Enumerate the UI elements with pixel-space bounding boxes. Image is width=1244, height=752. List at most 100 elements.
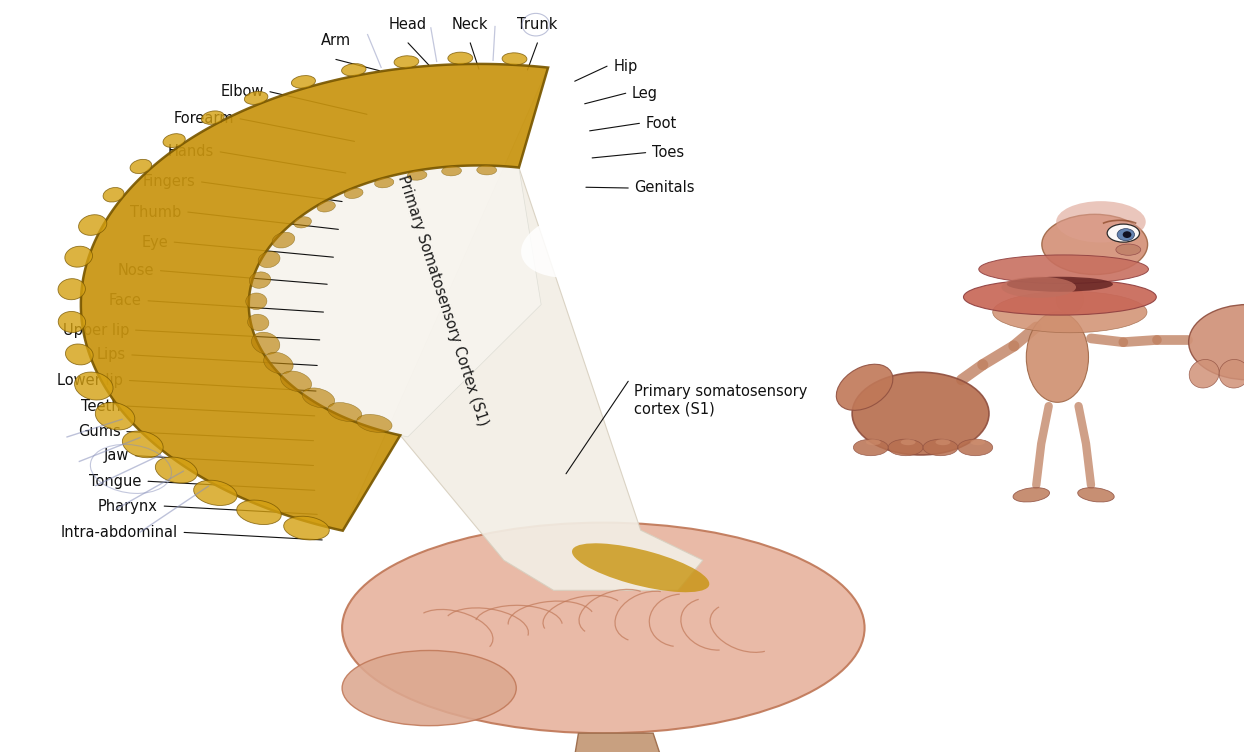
Ellipse shape	[236, 500, 281, 525]
Ellipse shape	[374, 177, 394, 188]
Ellipse shape	[503, 53, 527, 65]
Ellipse shape	[1107, 224, 1140, 242]
Text: Forearm: Forearm	[173, 111, 234, 126]
Ellipse shape	[65, 246, 92, 267]
Ellipse shape	[572, 543, 709, 593]
Text: Eye: Eye	[141, 235, 168, 250]
Ellipse shape	[202, 111, 224, 124]
Ellipse shape	[923, 439, 958, 456]
Text: Intra-abdominal: Intra-abdominal	[61, 525, 178, 540]
Ellipse shape	[1013, 487, 1050, 502]
Ellipse shape	[96, 402, 134, 430]
Text: Fingers: Fingers	[143, 174, 195, 190]
Ellipse shape	[264, 352, 294, 374]
Ellipse shape	[448, 52, 473, 64]
Ellipse shape	[327, 402, 362, 421]
Ellipse shape	[836, 364, 893, 411]
Ellipse shape	[342, 523, 865, 733]
Ellipse shape	[476, 165, 496, 175]
Text: Primary somatosensory
cortex (S1): Primary somatosensory cortex (S1)	[634, 384, 807, 417]
Polygon shape	[249, 165, 541, 437]
Ellipse shape	[1056, 201, 1146, 242]
Text: Gums: Gums	[78, 424, 121, 439]
Text: Head: Head	[389, 17, 427, 32]
Text: Nose: Nose	[118, 263, 154, 278]
Polygon shape	[343, 68, 703, 590]
Ellipse shape	[979, 255, 1148, 284]
Text: Genitals: Genitals	[634, 180, 695, 196]
Ellipse shape	[342, 650, 516, 726]
Ellipse shape	[394, 56, 419, 68]
Text: Foot: Foot	[646, 116, 677, 131]
Ellipse shape	[1116, 244, 1141, 256]
Ellipse shape	[342, 64, 366, 76]
Ellipse shape	[317, 201, 336, 212]
Text: Lower lip: Lower lip	[57, 373, 123, 388]
Text: Lips: Lips	[97, 347, 126, 362]
Ellipse shape	[1117, 229, 1135, 241]
Polygon shape	[566, 733, 678, 752]
Ellipse shape	[1077, 487, 1115, 502]
Ellipse shape	[1041, 214, 1147, 274]
Ellipse shape	[249, 272, 271, 288]
Ellipse shape	[1219, 359, 1244, 388]
Ellipse shape	[958, 439, 993, 456]
Ellipse shape	[258, 251, 280, 268]
Ellipse shape	[1026, 312, 1088, 402]
Ellipse shape	[407, 170, 427, 180]
Text: Arm: Arm	[321, 33, 351, 48]
Ellipse shape	[75, 372, 113, 400]
Text: Teeth: Teeth	[81, 399, 121, 414]
Ellipse shape	[852, 372, 989, 455]
Ellipse shape	[993, 292, 1147, 333]
Ellipse shape	[58, 311, 86, 332]
Text: Leg: Leg	[632, 86, 658, 101]
Text: Upper lip: Upper lip	[63, 323, 129, 338]
Ellipse shape	[284, 516, 330, 540]
Text: Thumb: Thumb	[131, 205, 182, 220]
Text: Jaw: Jaw	[104, 448, 129, 463]
Ellipse shape	[103, 187, 124, 202]
Ellipse shape	[251, 332, 280, 354]
Text: Elbow: Elbow	[220, 84, 264, 99]
Ellipse shape	[1001, 277, 1076, 298]
Ellipse shape	[970, 439, 985, 445]
Text: Tongue: Tongue	[90, 474, 142, 489]
Text: Primary Somatosensory Cortex (S1): Primary Somatosensory Cortex (S1)	[396, 174, 490, 428]
Ellipse shape	[194, 481, 238, 505]
Ellipse shape	[901, 439, 916, 445]
Ellipse shape	[345, 188, 363, 199]
Ellipse shape	[78, 215, 107, 235]
Ellipse shape	[156, 457, 198, 483]
Ellipse shape	[291, 75, 316, 88]
Ellipse shape	[58, 279, 86, 300]
Ellipse shape	[1056, 285, 1084, 314]
Text: Pharynx: Pharynx	[98, 499, 158, 514]
Ellipse shape	[888, 439, 923, 456]
Text: Face: Face	[109, 293, 142, 308]
Ellipse shape	[66, 344, 93, 365]
Ellipse shape	[272, 232, 295, 248]
Polygon shape	[81, 64, 549, 531]
Ellipse shape	[853, 439, 888, 456]
Ellipse shape	[442, 166, 462, 176]
Ellipse shape	[281, 371, 312, 392]
Ellipse shape	[1006, 277, 1113, 292]
Ellipse shape	[246, 293, 267, 310]
Ellipse shape	[521, 211, 636, 277]
Ellipse shape	[1122, 231, 1131, 238]
Ellipse shape	[294, 217, 311, 228]
Text: Hip: Hip	[613, 59, 637, 74]
Ellipse shape	[1189, 359, 1219, 388]
Text: Neck: Neck	[452, 17, 489, 32]
Ellipse shape	[244, 92, 267, 105]
Ellipse shape	[1188, 305, 1244, 380]
Text: Toes: Toes	[652, 145, 684, 160]
Ellipse shape	[302, 388, 335, 408]
Text: Hands: Hands	[168, 144, 214, 159]
Ellipse shape	[963, 279, 1156, 315]
Text: Trunk: Trunk	[518, 17, 557, 32]
Ellipse shape	[248, 314, 269, 331]
Ellipse shape	[131, 159, 152, 174]
Ellipse shape	[935, 439, 950, 445]
